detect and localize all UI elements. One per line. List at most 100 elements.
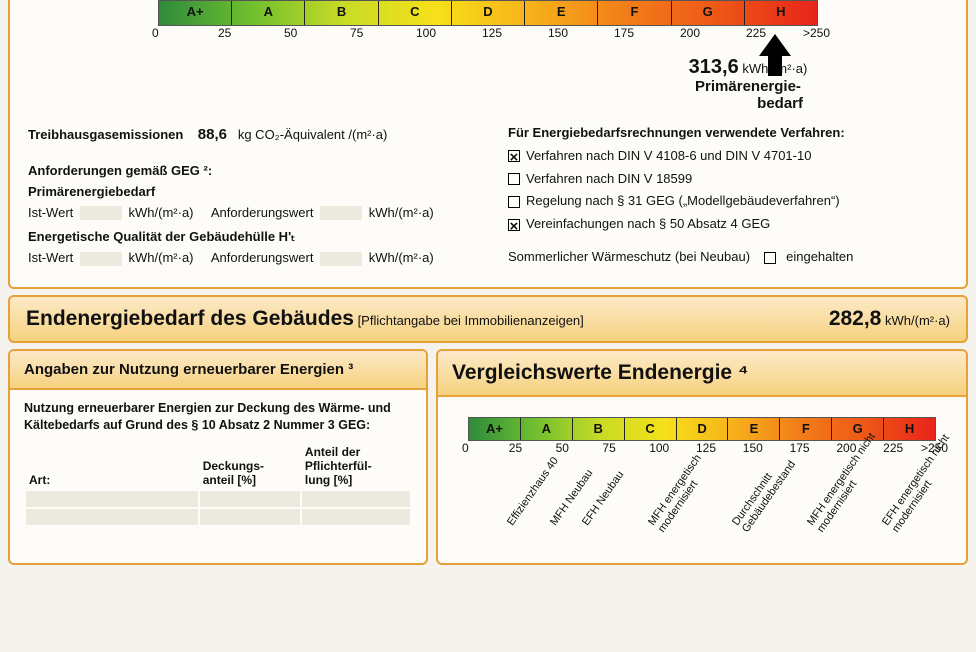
checkbox-icon [508,219,520,231]
arrow-up-icon [759,34,791,56]
vergleich-scale: A+ABCDEFGH 0255075100125150175200225>250… [452,407,952,551]
tick-label: 100 [416,26,482,40]
ist-value-blank2 [80,252,122,266]
top-section: A+ABCDEFGH 0255075100125150175200225>250… [8,0,968,289]
sommer-checkbox [764,252,776,264]
unit1: kWh/(m²·a) [129,205,194,220]
scale-class-cell: F [598,1,671,25]
ist-value-blank [80,206,122,220]
sommer-box-label: eingehalten [786,249,853,264]
tick-label: 75 [602,441,649,455]
vergleich-rotated-label: DurchschnittGebäudebestand [730,452,798,535]
tick-label: 50 [556,441,603,455]
anf-value-blank2 [320,252,362,266]
sommer-label: Sommerlicher Wärmeschutz (bei Neubau) [508,249,750,264]
checkbox-icon [508,150,520,162]
scale-class-cell: D [452,1,525,25]
tick-label: 0 [152,26,218,40]
verfahren-label: Verfahren nach DIN V 4108-6 und DIN V 47… [526,148,811,163]
table-row [25,490,411,508]
geg-sub1: Primärenergiebedarf [28,182,468,203]
tick-label: 200 [680,26,746,40]
tick-label: 25 [509,441,556,455]
right-column: Für Energiebedarfsrechnungen verwendete … [508,123,948,273]
verfahren-label: Regelung nach § 31 GEG („Modellgebäudeve… [526,193,840,208]
arrow-stem [768,56,782,76]
ghg-value: 88,6 [198,126,227,143]
anf-label: Anforderungswert [211,205,314,220]
table-header: Anteil derPflichterfül-lung [%] [301,443,411,490]
unit4: kWh/(m²·a) [369,250,434,265]
vergleich-rotated-label: MFH energetischmodernisiert [646,452,714,534]
scale-gradient-bar: A+ABCDEFGH [158,0,818,26]
ist-label2: Ist-Wert [28,250,73,265]
scale-class-cell: E [525,1,598,25]
checkbox-icon [508,196,520,208]
scale-class-cell: A+ [469,418,521,440]
renewable-card: Angaben zur Nutzung erneuerbarer Energie… [8,349,428,565]
vergleich-labels: Effizienzhaus 40MFH NeubauEFH NeubauMFH … [468,461,936,551]
pointer-value: 313,6 [689,56,739,78]
tick-label: 150 [548,26,614,40]
primary-energy-pointer: 313,6 kWh/(m²·a) Primärenergie- bedarf [643,56,853,112]
tick-label: 175 [790,441,837,455]
vergleich-heading: Vergleichswerte Endenergie ⁴ [438,351,966,397]
scale-class-cell: A [232,1,305,25]
left-column: Treibhausgasemissionen 88,6 kg CO₂-Äquiv… [28,123,468,273]
checkbox-icon [508,173,520,185]
endenergie-band: Endenergiebedarf des Gebäudes [Pflichtan… [8,295,968,343]
scale-class-cell: B [305,1,378,25]
scale-class-cell: C [379,1,452,25]
verfahren-item: Vereinfachungen nach § 50 Absatz 4 GEG [508,214,948,235]
unit3: kWh/(m²·a) [129,250,194,265]
table-row [25,508,411,526]
renewable-heading: Angaben zur Nutzung erneuerbarer Energie… [10,351,426,390]
details-columns: Treibhausgasemissionen 88,6 kg CO₂-Äquiv… [28,123,948,273]
scale-class-cell: G [672,1,745,25]
anf-value-blank [320,206,362,220]
anf-label2: Anforderungswert [211,250,314,265]
band-value: 282,8 [829,307,882,330]
ghg-label: Treibhausgasemissionen [28,127,183,142]
band-title: Endenergiebedarf des Gebäudes [26,307,354,330]
scale-ticks: 0255075100125150175200225>250 [158,26,818,40]
verfahren-label: Verfahren nach DIN V 18599 [526,171,692,186]
scale-class-cell: B [573,418,625,440]
scale-class-cell: E [728,418,780,440]
scale-class-cell: C [625,418,677,440]
scale-class-cell: A+ [159,1,232,25]
scale-class-cell: A [521,418,573,440]
tick-label: 150 [743,441,790,455]
geg-heading: Anforderungen gemäß GEG ²: [28,161,468,182]
verfahren-heading: Für Energiebedarfsrechnungen verwendete … [508,123,948,144]
table-header: Art: [25,443,199,490]
tick-label: 125 [482,26,548,40]
scale-class-cell: D [677,418,729,440]
tick-label: >250 [803,26,830,40]
scale-class-cell: H [884,418,935,440]
pointer-label-2: bedarf [643,96,853,113]
verfahren-item: Regelung nach § 31 GEG („Modellgebäudeve… [508,191,948,212]
verfahren-item: Verfahren nach DIN V 18599 [508,169,948,190]
ist-label: Ist-Wert [28,205,73,220]
tick-label: 25 [218,26,284,40]
tick-label: 0 [462,441,509,455]
vergleich-card: Vergleichswerte Endenergie ⁴ A+ABCDEFGH … [436,349,968,565]
pointer-label-1: Primärenergie- [643,79,853,96]
scale-class-cell: F [780,418,832,440]
geg-sub2: Energetische Qualität der Gebäudehülle H… [28,227,468,248]
tick-label: 125 [696,441,743,455]
table-header: Deckungs-anteil [%] [199,443,301,490]
unit2: kWh/(m²·a) [369,205,434,220]
tick-label: 175 [614,26,680,40]
tick-label: 75 [350,26,416,40]
verfahren-label: Vereinfachungen nach § 50 Absatz 4 GEG [526,216,770,231]
tick-label: 100 [649,441,696,455]
renewable-text: Nutzung erneuerbarer Energien zur Deckun… [24,400,412,435]
primary-energy-scale: A+ABCDEFGH 0255075100125150175200225>250… [28,0,948,95]
band-sub: [Pflichtangabe bei Immobilienanzeigen] [358,313,584,328]
ghg-unit: kg CO₂-Äquivalent /(m²·a) [238,127,388,142]
band-unit: kWh/(m²·a) [885,313,950,328]
renewable-table: Art:Deckungs-anteil [%]Anteil derPflicht… [24,443,412,527]
tick-label: 50 [284,26,350,40]
